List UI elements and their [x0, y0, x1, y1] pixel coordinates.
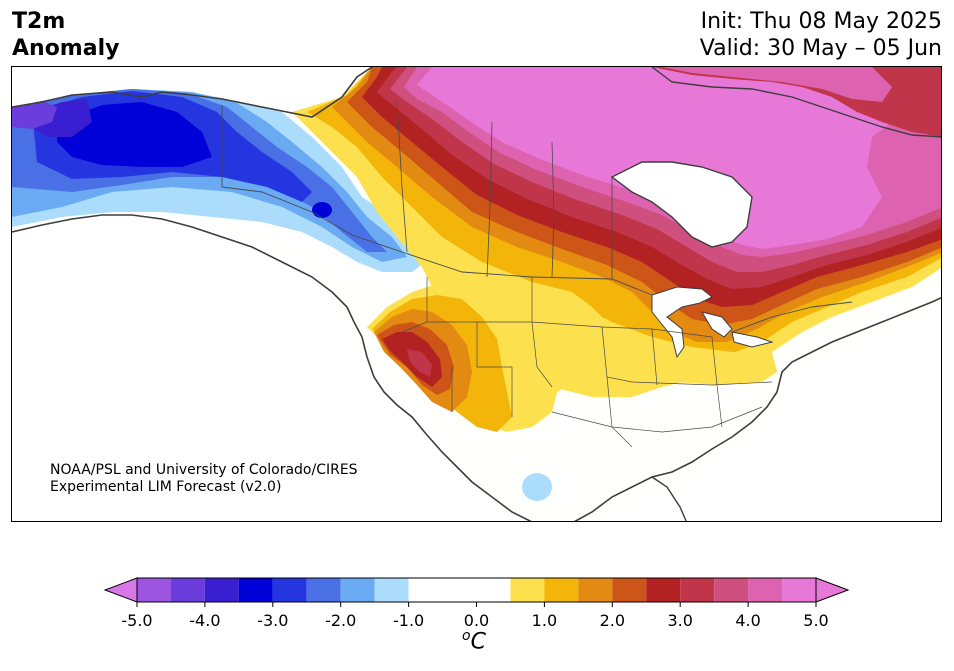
sw-warm-6 [407, 349, 432, 377]
colorbar-tick-label: -3.0 [257, 611, 288, 630]
colorbar-svg: -5.0 -4.0 -3.0 -2.0 -1.0 0.0 1.0 2.0 3.0 4.0 5.0 [103, 577, 850, 630]
colorbar-under-arrow [103, 577, 138, 603]
hudson-bay [612, 162, 752, 247]
colorbar-bin [374, 578, 409, 602]
colorbar-bin [170, 578, 205, 602]
borders-canada-us [221, 105, 853, 333]
gulf-cold-spot [522, 473, 552, 501]
warm-band-9 [417, 67, 892, 249]
credit-text: NOAA/PSL and University of Colorado/CIRE… [50, 462, 358, 496]
colorbar-tick-label: 2.0 [600, 611, 625, 630]
coastline-north-america [12, 67, 941, 521]
colorbar-bin [137, 578, 171, 602]
colorbar-bin [408, 578, 443, 602]
colorbar-bin [714, 578, 749, 602]
colorbar-bin [782, 578, 816, 602]
colorbar-tick-label: -4.0 [189, 611, 220, 630]
units-degree: o [462, 628, 471, 644]
colorbar-bin [544, 578, 579, 602]
colorbar-tick-label: 5.0 [803, 611, 828, 630]
coastline-hudson [610, 161, 753, 248]
map-panel: NOAA/PSL and University of Colorado/CIRE… [11, 66, 942, 522]
colorbar-bin [272, 578, 307, 602]
units-label: oC [462, 628, 486, 654]
units-celsius: C [470, 629, 486, 655]
cold-band-5 [57, 102, 212, 167]
colorbar-tick-label: -2.0 [325, 611, 356, 630]
colorbar-bin [510, 578, 545, 602]
colorbar-bin [748, 578, 783, 602]
title-left: T2m Anomaly [12, 8, 119, 62]
colorbar-bin [204, 578, 239, 602]
colorbar-bin [646, 578, 681, 602]
valid-range: Valid: 30 May – 05 Jun [699, 36, 942, 61]
borders-provinces [396, 101, 613, 279]
init-date: Init: Thu 08 May 2025 [700, 9, 942, 34]
great-lakes [651, 286, 774, 359]
colorbar-bin [612, 578, 647, 602]
coastline-florida [651, 476, 687, 521]
colorbar-tick-label: 3.0 [667, 611, 692, 630]
colorbar-bin [680, 578, 715, 602]
colorbar-tick-label: 4.0 [735, 611, 760, 630]
cold-band-7 [12, 101, 57, 129]
warm-greenland-inner [662, 67, 892, 102]
colorbar-bin [340, 578, 375, 602]
colorbar-bin [442, 578, 511, 602]
colorbar-bin [306, 578, 341, 602]
colorbar-tick-label: -5.0 [121, 611, 152, 630]
title-variable: T2m [12, 9, 66, 34]
title-anomaly: Anomaly [12, 36, 120, 61]
colorbar-bin [578, 578, 613, 602]
credit-line1: NOAA/PSL and University of Colorado/CIRE… [50, 462, 358, 478]
anomaly-map [12, 67, 941, 521]
title-right: Init: Thu 08 May 2025 Valid: 30 May – 05… [700, 8, 942, 62]
borders-states [401, 277, 773, 448]
credit-line2: Experimental LIM Forecast (v2.0) [50, 479, 282, 495]
colorbar-tick-label: 1.0 [532, 611, 557, 630]
coastline-greenland [651, 67, 941, 138]
colorbar: -5.0 -4.0 -3.0 -2.0 -1.0 0.0 1.0 2.0 3.0 4.0 5.0 [0, 560, 954, 671]
colorbar-bin [238, 578, 273, 602]
colorbar-tick-label: -1.0 [393, 611, 424, 630]
colorbar-over-arrow [815, 577, 850, 603]
colorbar-tick-label: 0.0 [464, 611, 489, 630]
cold-spot-bc [312, 202, 332, 218]
